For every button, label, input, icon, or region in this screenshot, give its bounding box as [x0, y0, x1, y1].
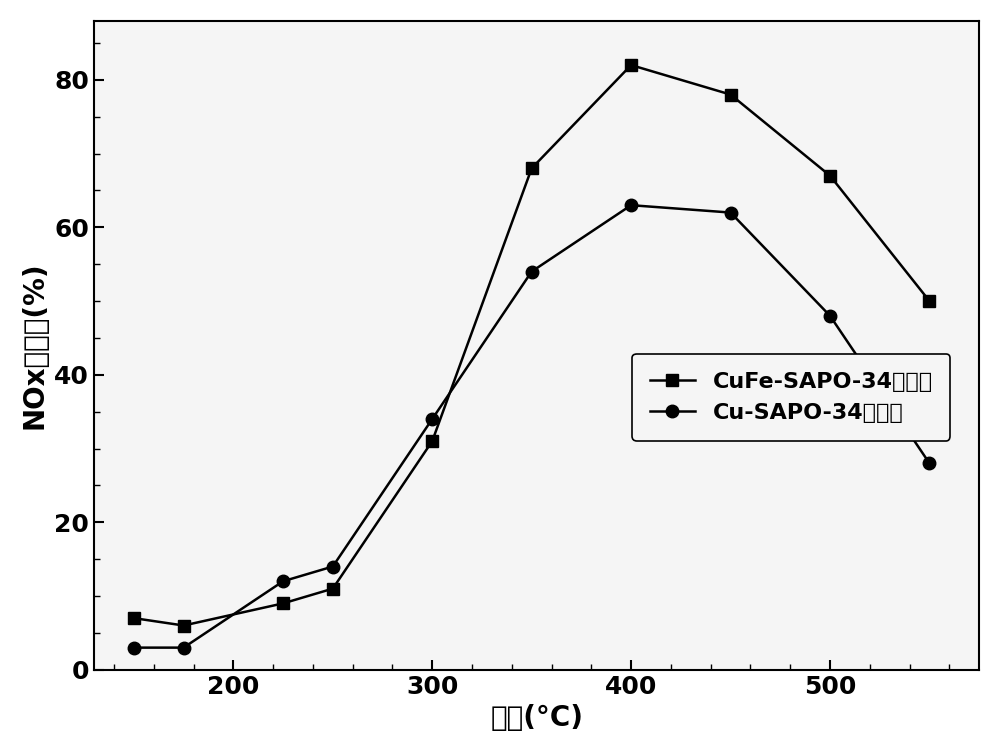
Cu-SAPO-34硫中毒 [426, 414, 438, 423]
Legend: CuFe-SAPO-34硫中毒, Cu-SAPO-34硫中毒: CuFe-SAPO-34硫中毒, Cu-SAPO-34硫中毒 [632, 354, 950, 441]
Line: Cu-SAPO-34硫中毒: Cu-SAPO-34硫中毒 [128, 199, 936, 654]
CuFe-SAPO-34硫中毒 [725, 90, 737, 99]
CuFe-SAPO-34硫中毒 [426, 437, 438, 446]
CuFe-SAPO-34硫中毒 [625, 60, 637, 69]
Cu-SAPO-34硫中毒 [824, 311, 836, 320]
CuFe-SAPO-34硫中毒 [128, 614, 140, 623]
X-axis label: 温度(°C): 温度(°C) [490, 704, 583, 732]
CuFe-SAPO-34硫中毒 [824, 171, 836, 180]
Cu-SAPO-34硫中毒 [526, 267, 538, 276]
Cu-SAPO-34硫中毒 [923, 459, 935, 468]
CuFe-SAPO-34硫中毒 [526, 164, 538, 173]
Cu-SAPO-34硫中毒 [725, 208, 737, 217]
Cu-SAPO-34硫中毒 [277, 577, 289, 586]
CuFe-SAPO-34硫中毒 [178, 621, 190, 630]
Cu-SAPO-34硫中毒 [327, 562, 339, 571]
Cu-SAPO-34硫中毒 [178, 643, 190, 652]
Line: CuFe-SAPO-34硫中毒: CuFe-SAPO-34硫中毒 [128, 59, 936, 632]
Cu-SAPO-34硫中毒 [625, 200, 637, 209]
Cu-SAPO-34硫中毒 [128, 643, 140, 652]
CuFe-SAPO-34硫中毒 [327, 584, 339, 593]
CuFe-SAPO-34硫中毒 [923, 297, 935, 306]
CuFe-SAPO-34硫中毒 [277, 599, 289, 608]
Y-axis label: NOx转化率(%): NOx转化率(%) [21, 261, 49, 429]
